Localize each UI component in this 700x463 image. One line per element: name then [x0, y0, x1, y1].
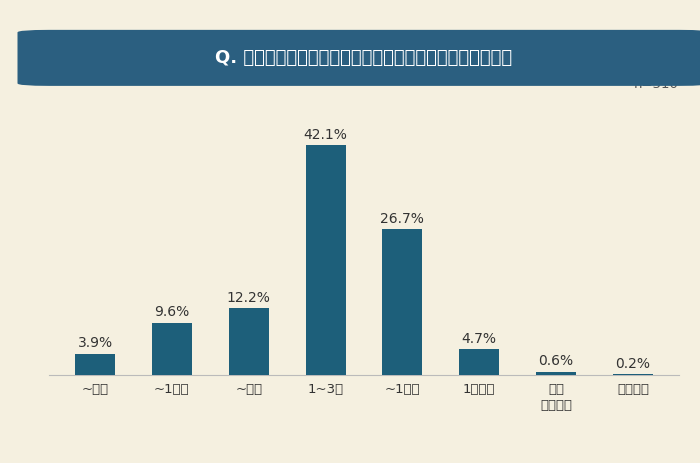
Bar [382, 229, 422, 375]
Text: 3.9%: 3.9% [78, 337, 113, 350]
FancyBboxPatch shape [18, 30, 700, 86]
Bar [459, 350, 499, 375]
Text: 4.7%: 4.7% [462, 332, 497, 346]
Text: n=510: n=510 [634, 78, 679, 91]
Bar [613, 374, 653, 375]
Bar [152, 323, 192, 375]
Text: 0.2%: 0.2% [615, 357, 650, 371]
Bar [75, 354, 115, 375]
Text: Q. 仕事で失敗してから気持ちを切り替えるまでの時間は？: Q. 仕事で失敗してから気持ちを切り替えるまでの時間は？ [216, 49, 512, 67]
Bar [536, 372, 576, 375]
Bar [229, 308, 269, 375]
Text: 0.6%: 0.6% [538, 355, 573, 369]
Text: 12.2%: 12.2% [227, 291, 271, 305]
Text: 9.6%: 9.6% [154, 305, 190, 319]
Text: 26.7%: 26.7% [381, 212, 424, 226]
Bar [306, 145, 346, 375]
Text: 42.1%: 42.1% [304, 128, 347, 142]
